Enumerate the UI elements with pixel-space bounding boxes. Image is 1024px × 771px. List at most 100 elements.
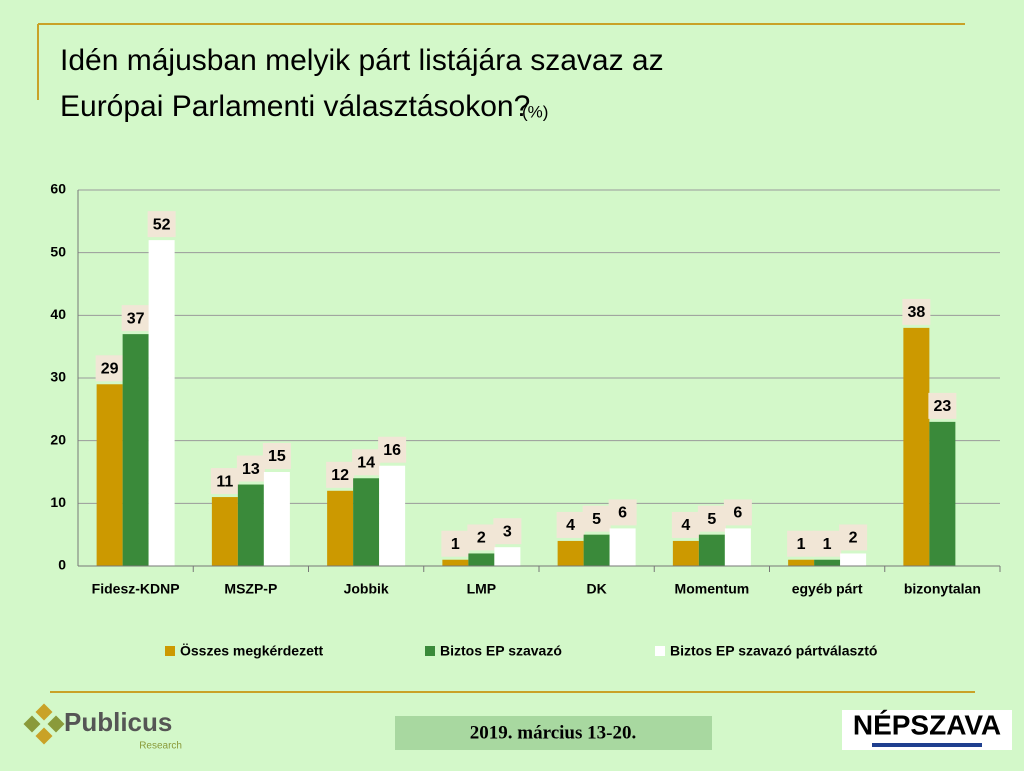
data-label-bg — [697, 505, 726, 532]
data-label-bg — [236, 455, 265, 482]
bar — [327, 490, 354, 566]
data-label-bg — [467, 524, 496, 551]
data-label-bg — [378, 436, 407, 463]
title-unit: (%) — [522, 102, 548, 121]
data-label: 4 — [681, 517, 690, 534]
data-label: 52 — [153, 216, 171, 233]
y-tick-label: 60 — [50, 181, 66, 197]
bar — [442, 559, 469, 566]
bar — [609, 528, 636, 566]
legend-swatch — [655, 646, 665, 656]
bar — [583, 534, 610, 566]
data-label: 5 — [707, 511, 716, 528]
data-label: 2 — [849, 530, 858, 547]
data-label: 16 — [383, 442, 401, 459]
data-label-bg — [582, 505, 611, 532]
date-box — [395, 716, 712, 750]
bar — [211, 497, 238, 566]
data-label-bg — [262, 443, 291, 469]
y-tick-label: 50 — [50, 243, 66, 259]
data-label-bg — [723, 499, 752, 526]
bar — [96, 384, 123, 566]
data-label: 1 — [797, 536, 806, 553]
data-label-bg — [928, 392, 957, 419]
data-label-bg — [352, 449, 381, 476]
data-label: 38 — [907, 304, 925, 321]
data-label-bg — [787, 530, 816, 557]
legend-label: Összes megkérdezett — [180, 643, 324, 659]
x-tick-label: egyéb párt — [792, 581, 863, 597]
bar — [724, 528, 751, 566]
bar — [672, 540, 699, 566]
data-label-bg — [326, 461, 355, 488]
y-tick-label: 30 — [50, 369, 66, 385]
y-tick-label: 40 — [50, 306, 66, 322]
bar — [814, 559, 841, 566]
publicus-logo — [23, 703, 65, 745]
date: 2019. március 13-20. — [470, 722, 636, 743]
data-label: 6 — [733, 505, 742, 522]
data-label: 2 — [477, 530, 486, 547]
bar — [698, 534, 725, 566]
brand-sub: Research — [139, 741, 182, 752]
data-label-bg — [95, 355, 124, 382]
publisher: NÉPSZAVA — [853, 709, 1001, 740]
data-label-bg — [441, 530, 470, 557]
y-tick-label: 20 — [50, 431, 66, 447]
data-label: 15 — [268, 448, 286, 465]
data-label-bg — [121, 305, 150, 332]
x-tick-label: Momentum — [675, 581, 750, 597]
bar — [903, 327, 930, 566]
data-label: 1 — [451, 536, 460, 553]
data-label-bg — [608, 499, 637, 526]
legend-label: Biztos EP szavazó pártválasztó — [670, 643, 877, 659]
data-label: 5 — [592, 511, 601, 528]
data-label-bg — [839, 524, 868, 551]
data-label: 37 — [127, 310, 145, 327]
data-label-bg — [556, 511, 585, 538]
bar — [494, 547, 521, 566]
bar — [353, 478, 380, 566]
data-label: 3 — [503, 523, 512, 540]
bar — [929, 421, 956, 566]
data-label-bg — [493, 518, 522, 545]
data-label-bg — [902, 298, 931, 325]
x-tick-label: bizonytalan — [904, 581, 981, 597]
bar — [468, 553, 495, 566]
data-label: 12 — [331, 467, 349, 484]
x-tick-label: MSZP-P — [224, 581, 277, 597]
data-label: 6 — [618, 505, 627, 522]
bar — [122, 334, 149, 566]
publisher-stripe — [872, 743, 982, 747]
bar — [788, 559, 815, 566]
x-tick-label: DK — [587, 581, 607, 597]
data-label: 1 — [823, 536, 832, 553]
y-tick-label: 10 — [50, 494, 66, 510]
data-label-bg — [813, 530, 842, 557]
legend-swatch — [425, 646, 435, 656]
brand: Publicus — [64, 707, 172, 737]
data-label: 23 — [933, 398, 951, 415]
legend-label: Biztos EP szavazó — [440, 643, 562, 659]
x-tick-label: LMP — [467, 581, 497, 597]
chart-title: Idén májusban melyik párt listájára szav… — [60, 44, 664, 123]
data-label-bg — [671, 511, 700, 538]
data-label-bg — [210, 468, 239, 495]
bar — [263, 472, 290, 566]
data-label: 29 — [101, 360, 119, 377]
x-tick-label: Jobbik — [344, 581, 389, 597]
y-tick-label: 0 — [58, 557, 66, 573]
x-tick-label: Fidesz-KDNP — [92, 581, 180, 597]
bar — [148, 240, 175, 566]
data-label: 14 — [357, 454, 375, 471]
data-label-bg — [147, 211, 176, 238]
bar — [840, 553, 867, 566]
data-label: 4 — [566, 517, 575, 534]
bar — [237, 484, 264, 566]
data-label: 13 — [242, 461, 260, 478]
legend-swatch — [165, 646, 175, 656]
data-label: 11 — [216, 473, 233, 490]
bar — [557, 540, 584, 566]
bar — [379, 465, 406, 566]
